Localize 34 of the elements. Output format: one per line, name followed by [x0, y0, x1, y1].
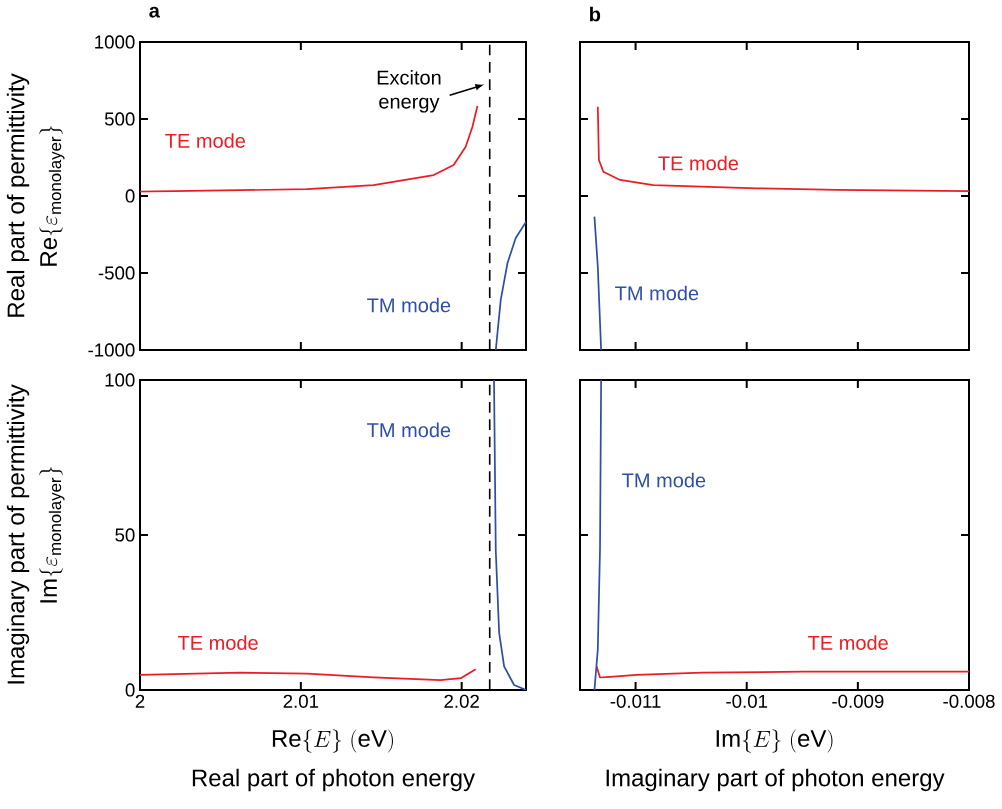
y-tick-label: 0: [125, 683, 135, 697]
series-label: TM mode: [615, 285, 699, 301]
y-tick-label: 100: [105, 373, 135, 387]
text: TE mode: [165, 133, 246, 148]
x-tick-label: -0.01: [726, 694, 768, 708]
y-tick-label: 500: [104, 112, 135, 126]
y-axis-title: Imaginary part of permittivity: [6, 384, 30, 684]
series-label: TM mode: [622, 472, 706, 488]
text: $\mathrm{Im}\{E\}\ (\mathrm{eV})$: [716, 729, 833, 753]
chart-title: a: [149, 6, 160, 18]
x-tick-label: -0.008: [943, 694, 995, 708]
y-tick-label: 0: [125, 189, 135, 203]
y-tick-label: 1000: [95, 35, 135, 49]
y-axis-title: Real part of permittivity: [6, 73, 30, 317]
text: $\mathrm{Im}\{\varepsilon_{\mathrm{monolayer}}\}$: [39, 466, 65, 603]
x-axis-title: Imaginary part of photon energy: [606, 768, 945, 792]
text: $\mathrm{Re}\{E\}\ (\mathrm{eV})$: [272, 729, 393, 753]
y-tick-label: -500: [98, 266, 135, 280]
series-label: TE mode: [177, 635, 258, 650]
chart-title: b: [590, 6, 601, 22]
x-axis-title: Real part of photon energy: [192, 768, 476, 792]
series-label: TE mode: [658, 155, 739, 171]
text: $\mathrm{Re}\{\varepsilon_{\mathrm{monolayer}}\}$: [39, 125, 65, 266]
series-label: TE mode: [808, 635, 888, 650]
text: TM mode: [367, 297, 451, 313]
y-tick-label: -1000: [88, 343, 135, 357]
ref-line-label: Exciton energy: [377, 69, 441, 113]
y-tick-label: 50: [115, 528, 135, 542]
x-tick-label: 2.01: [283, 694, 319, 708]
x-tick-label: 2.02: [444, 694, 479, 708]
x-tick-label: -0.009: [832, 694, 884, 708]
x-tick-label: -0.011: [610, 694, 661, 708]
text: TM mode: [367, 422, 451, 438]
x-tick-label: 2: [135, 694, 145, 708]
